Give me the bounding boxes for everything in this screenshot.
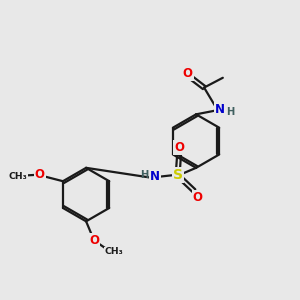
- Text: O: O: [193, 191, 202, 204]
- Text: H: H: [226, 107, 234, 117]
- Text: CH₃: CH₃: [9, 172, 27, 181]
- Text: S: S: [172, 168, 183, 182]
- Text: N: N: [215, 103, 225, 116]
- Text: O: O: [174, 141, 184, 154]
- Text: O: O: [89, 234, 99, 247]
- Text: O: O: [183, 67, 193, 80]
- Text: CH₃: CH₃: [104, 248, 123, 256]
- Text: N: N: [150, 170, 160, 183]
- Text: O: O: [35, 168, 45, 181]
- Text: H: H: [140, 170, 148, 180]
